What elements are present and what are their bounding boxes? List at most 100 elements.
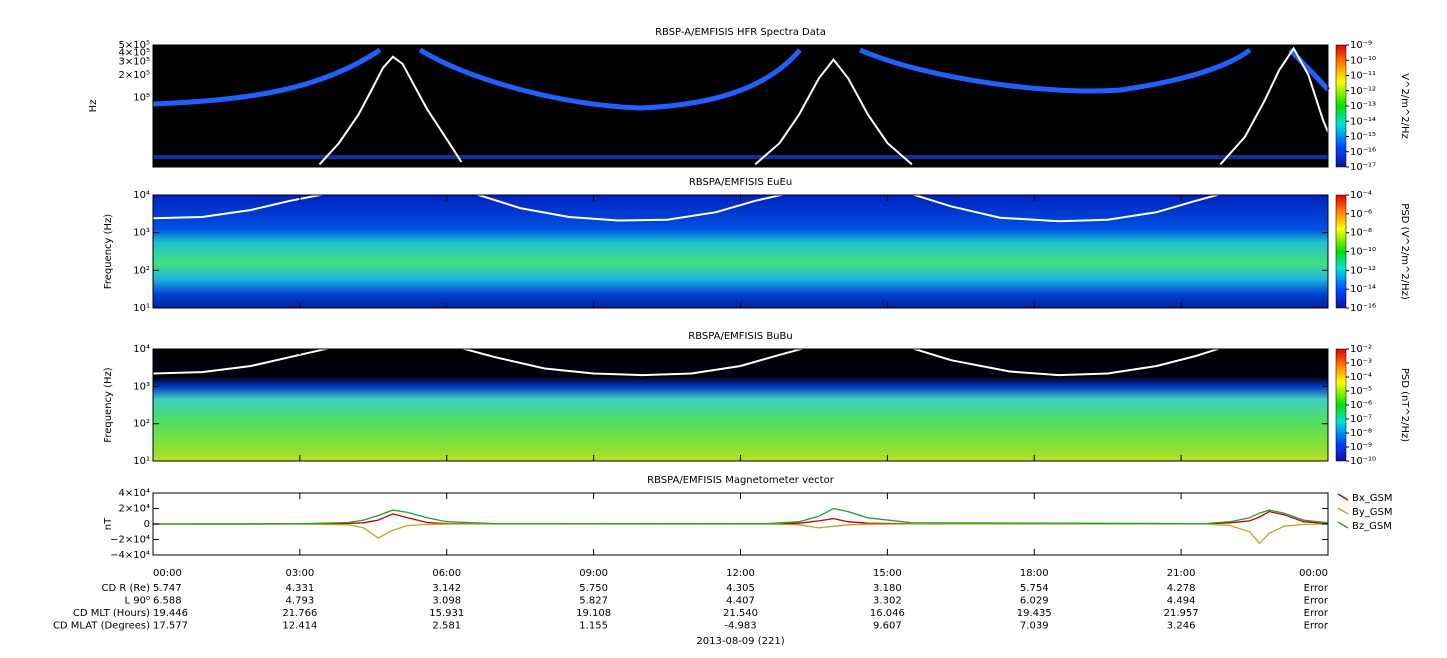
- y-tick-label: −2×10⁴: [110, 535, 150, 546]
- legend-label: Bx_GSM: [1352, 493, 1393, 504]
- ephemeris-value: 16.046: [870, 608, 905, 619]
- data-line: [153, 507, 1328, 525]
- y-tick-label: 10¹: [133, 456, 150, 467]
- x-tick-label: 12:00: [726, 568, 755, 579]
- panel-title: RBSPA/EMFISIS BuBu: [688, 331, 792, 342]
- y-tick-label: −4×10⁴: [110, 550, 150, 561]
- colorbar-tick-label: 10⁻¹⁵: [1350, 132, 1376, 143]
- panel: [318, 46, 1328, 166]
- data-line: [153, 510, 1328, 525]
- ephemeris-value: 3.302: [873, 596, 902, 607]
- ephemeris-value: Error: [1304, 583, 1329, 594]
- ephemeris-value: -4.983: [724, 621, 756, 632]
- y-tick-label: 4×10⁴: [119, 488, 150, 499]
- ephemeris-value: 5.750: [579, 583, 608, 594]
- ephemeris-value: 19.446: [153, 608, 188, 619]
- ephemeris-value: 4.278: [1167, 583, 1196, 594]
- x-tick-label: 00:00: [153, 568, 182, 579]
- legend-swatch: [1337, 507, 1349, 515]
- y-tick-label: 10¹: [133, 303, 150, 314]
- ephemeris-value: 2.581: [432, 621, 461, 632]
- ephemeris-value: Error: [1304, 596, 1329, 607]
- ephemeris-value: 15.931: [429, 608, 464, 619]
- colorbar-tick-label: 10⁻¹⁶: [1350, 147, 1376, 158]
- colorbar: [1335, 194, 1347, 309]
- colorbar-tick-label: 10⁻⁵: [1350, 386, 1372, 397]
- ephemeris-value: 6.588: [153, 596, 182, 607]
- colorbar-label: PSD (V^2/m^2/Hz): [1399, 203, 1410, 300]
- x-tick-label: 15:00: [873, 568, 902, 579]
- ephemeris-value: Error: [1304, 608, 1329, 619]
- x-tick-label: 21:00: [1167, 568, 1196, 579]
- panel-frame: [152, 44, 1329, 168]
- y-tick-label: 10³: [133, 381, 150, 392]
- ephemeris-value: 3.142: [432, 583, 461, 594]
- ephemeris-value: 21.766: [282, 608, 317, 619]
- colorbar-tick-label: 10⁻¹⁰: [1350, 247, 1376, 258]
- ephemeris-value: 21.957: [1164, 608, 1199, 619]
- x-tick-label: 03:00: [285, 568, 314, 579]
- legend-swatch: [1337, 493, 1349, 501]
- y-tick-label: 10²: [133, 419, 150, 430]
- ephemeris-value: 4.407: [726, 596, 755, 607]
- date-label: 2013-08-09 (221): [696, 636, 784, 647]
- ephemeris-row-label: CD MLAT (Degrees): [53, 621, 150, 632]
- ephemeris-value: 19.435: [1017, 608, 1052, 619]
- ephemeris-value: 4.331: [286, 583, 315, 594]
- ephemeris-value: 12.414: [282, 621, 317, 632]
- colorbar-tick-label: 10⁻⁷: [1350, 414, 1372, 425]
- colorbar-tick-label: 10⁻¹⁴: [1350, 116, 1376, 127]
- x-tick-label: 09:00: [579, 568, 608, 579]
- data-line: [153, 523, 1328, 545]
- colorbar-tick-label: 10⁻⁶: [1350, 400, 1372, 411]
- overlay-curve: [318, 46, 1328, 166]
- y-tick-label: 2×10⁵: [119, 70, 150, 81]
- y-tick-label: 10⁵: [133, 93, 150, 104]
- overlay-curve: [153, 349, 1222, 377]
- y-axis-label: nT: [103, 517, 114, 530]
- ephemeris-value: 21.540: [723, 608, 758, 619]
- colorbar-tick-label: 10⁻³: [1350, 358, 1372, 369]
- ephemeris-value: 7.039: [1020, 621, 1049, 632]
- y-tick-label: 5×10⁵: [119, 40, 150, 51]
- y-axis-label: Frequency (Hz): [103, 214, 114, 290]
- ephemeris-value: 4.494: [1167, 596, 1196, 607]
- panel-frame: [152, 348, 1329, 462]
- colorbar-label: V^2/m^2/Hz: [1399, 73, 1410, 139]
- panel: [153, 195, 1222, 223]
- ephemeris-value: 3.180: [873, 583, 902, 594]
- ephemeris-value: 3.098: [432, 596, 461, 607]
- y-tick-label: 10³: [133, 228, 150, 239]
- ephemeris-value: 4.305: [726, 583, 755, 594]
- x-tick-label: 06:00: [432, 568, 461, 579]
- ephemeris-value: 5.754: [1020, 583, 1049, 594]
- ephemeris-value: 5.747: [153, 583, 182, 594]
- colorbar-tick-label: 10⁻¹⁰: [1350, 456, 1376, 467]
- ephemeris-row-label: CD MLT (Hours): [73, 608, 150, 619]
- overlay-curve: [153, 195, 1222, 223]
- panel-frame: [152, 194, 1329, 309]
- panel: [153, 349, 1222, 377]
- colorbar-tick-label: 10⁻¹⁴: [1350, 284, 1376, 295]
- panel: [153, 507, 1328, 545]
- colorbar-tick-label: 10⁻²: [1350, 344, 1372, 355]
- colorbar-tick-label: 10⁻⁶: [1350, 209, 1372, 220]
- y-tick-label: 4×10⁵: [119, 47, 150, 58]
- colorbar-label: PSD (nT^2/Hz): [1399, 368, 1410, 442]
- colorbar: [1335, 348, 1347, 462]
- colorbar-tick-label: 10⁻¹²: [1350, 265, 1376, 276]
- ephemeris-row-label: L 90⁰: [125, 596, 150, 607]
- legend-swatch: [1337, 521, 1349, 529]
- legend-label: Bz_GSM: [1352, 521, 1392, 532]
- panel-title: RBSPA/EMFISIS Magnetometer vector: [647, 475, 835, 486]
- y-tick-label: 10⁴: [133, 344, 150, 355]
- colorbar-tick-label: 10⁻¹⁷: [1350, 162, 1376, 173]
- panel-title: RBSP-A/EMFISIS HFR Spectra Data: [655, 27, 826, 38]
- x-tick-label: 00:00: [1299, 568, 1328, 579]
- y-axis-label: Hz: [88, 100, 99, 113]
- ephemeris-value: 9.607: [873, 621, 902, 632]
- ephemeris-value: 3.246: [1167, 621, 1196, 632]
- colorbar-tick-label: 10⁻⁸: [1350, 228, 1372, 239]
- ephemeris-value: 6.029: [1020, 596, 1049, 607]
- y-tick-label: 0: [144, 519, 150, 530]
